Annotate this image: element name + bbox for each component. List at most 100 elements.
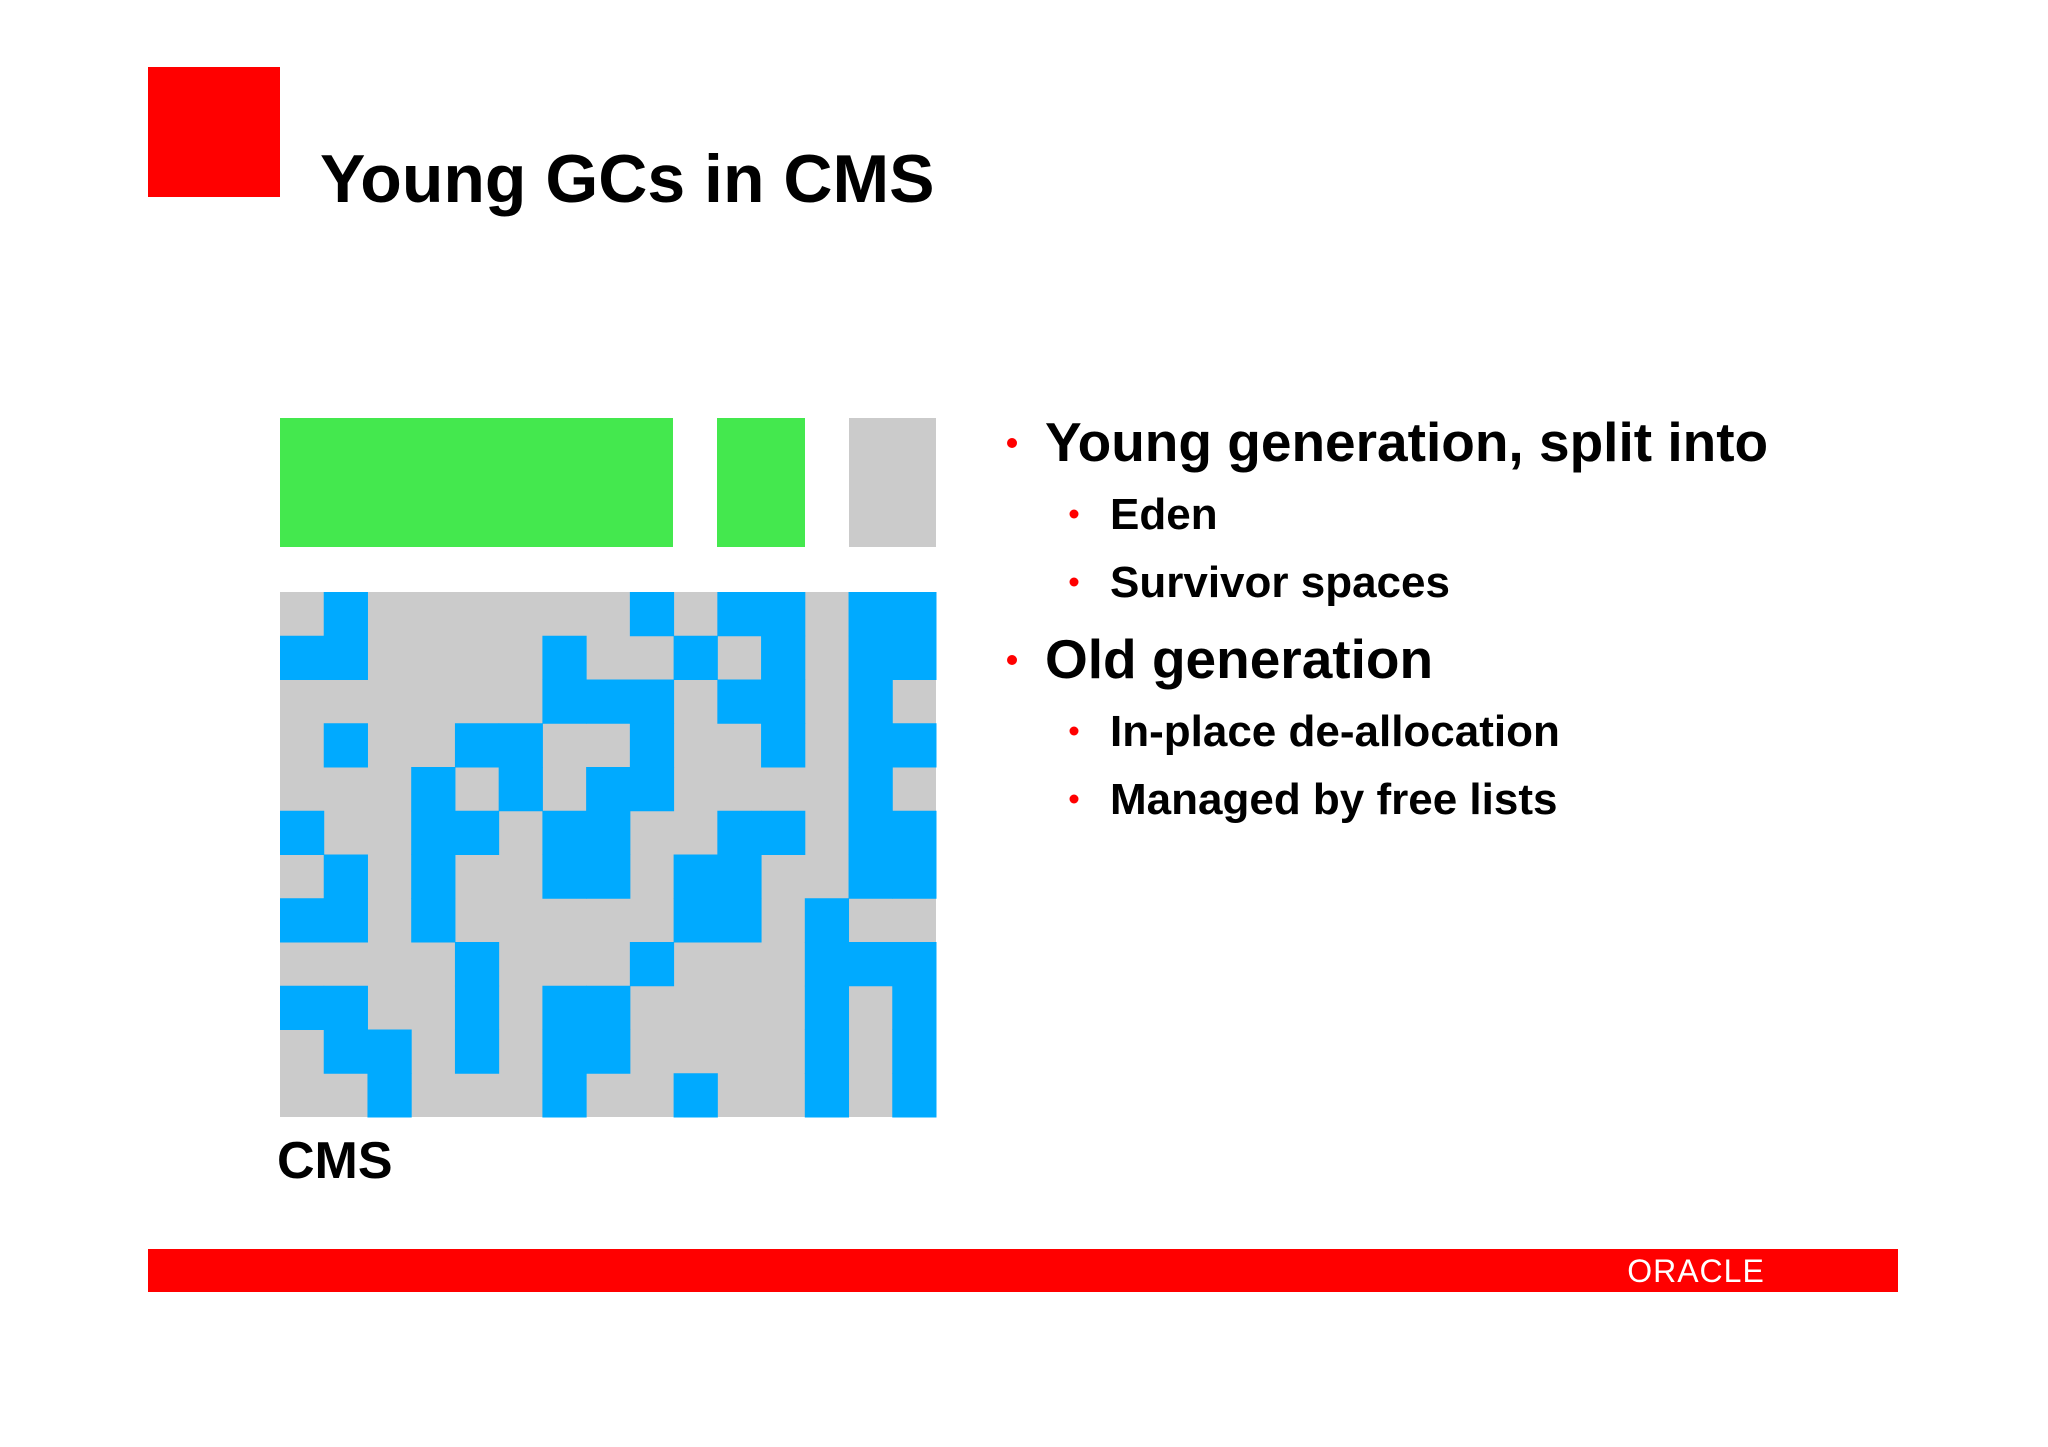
occupied-cell xyxy=(717,592,762,637)
occupied-cell xyxy=(804,985,850,1030)
occupied-cell xyxy=(586,985,631,1030)
bullet-text: Young generation, split into xyxy=(1045,411,1768,473)
occupied-cell xyxy=(586,1029,631,1074)
occupied-cell xyxy=(280,898,325,943)
occupied-cell xyxy=(804,1073,850,1118)
occupied-cell xyxy=(542,1029,587,1074)
old-generation-grid xyxy=(280,592,937,1118)
occupied-cell xyxy=(323,898,368,943)
bullet-list: Young generation, split into Eden Survivor… xyxy=(1007,411,1768,824)
occupied-cell xyxy=(323,985,368,1030)
occupied-cell xyxy=(498,723,543,768)
occupied-cell xyxy=(454,1029,500,1074)
occupied-cell xyxy=(629,592,675,637)
occupied-cell xyxy=(761,592,806,637)
occupied-cell xyxy=(586,679,631,724)
occupied-cell xyxy=(848,942,893,987)
occupied-cell xyxy=(804,942,850,987)
bullet-text: Old generation xyxy=(1045,628,1433,690)
title-accent xyxy=(148,67,280,197)
occupied-cell xyxy=(761,723,806,768)
occupied-cell xyxy=(761,810,806,855)
occupied-cell xyxy=(323,592,368,637)
occupied-cell xyxy=(454,985,500,1030)
occupied-cell xyxy=(892,592,937,637)
occupied-cell xyxy=(673,1073,718,1118)
bullet-dot xyxy=(1007,655,1017,665)
occupied-cell xyxy=(411,898,456,943)
eden-block xyxy=(280,418,673,547)
slide-title: Young GCs in CMS xyxy=(320,141,935,217)
occupied-cell xyxy=(629,679,675,724)
occupied-cell xyxy=(892,810,937,855)
occupied-cell xyxy=(323,723,368,768)
occupied-cell xyxy=(848,810,893,855)
occupied-cell xyxy=(848,635,893,680)
footer-bar xyxy=(148,1249,1898,1292)
occupied-cell xyxy=(717,810,762,855)
occupied-cell xyxy=(542,854,587,899)
occupied-cell xyxy=(542,679,587,724)
occupied-cell xyxy=(717,854,762,899)
occupied-cell xyxy=(892,1029,937,1074)
occupied-cell xyxy=(717,679,762,724)
occupied-cell xyxy=(454,723,500,768)
occupied-cell xyxy=(454,810,500,855)
occupied-cell xyxy=(411,767,456,812)
occupied-cell xyxy=(892,854,937,899)
occupied-cell xyxy=(542,810,587,855)
sub-bullet-text: Survivor spaces xyxy=(1110,558,1450,607)
occupied-cell xyxy=(848,854,893,899)
occupied-cell xyxy=(848,592,893,637)
occupied-cell xyxy=(804,1029,850,1074)
occupied-cell xyxy=(673,854,718,899)
occupied-cell xyxy=(892,1073,937,1118)
sub-bullet-text: Managed by free lists xyxy=(1110,775,1557,824)
sub-bullet-dot xyxy=(1069,577,1079,587)
occupied-cell xyxy=(761,635,806,680)
survivor-from-block xyxy=(717,418,805,547)
occupied-cell xyxy=(673,635,718,680)
occupied-cell xyxy=(848,767,893,812)
occupied-cell xyxy=(280,985,325,1030)
occupied-cell xyxy=(367,1029,412,1074)
occupied-cell xyxy=(717,898,762,943)
occupied-cell xyxy=(542,635,587,680)
survivor-to-block xyxy=(849,418,936,547)
occupied-cell xyxy=(542,985,587,1030)
occupied-cell xyxy=(586,810,631,855)
occupied-cell xyxy=(848,723,893,768)
occupied-cell xyxy=(323,854,368,899)
occupied-cell xyxy=(586,767,631,812)
occupied-cell xyxy=(280,810,325,855)
occupied-cell xyxy=(323,635,368,680)
sub-bullet-dot xyxy=(1069,794,1079,804)
occupied-cell xyxy=(367,1073,412,1118)
sub-bullet-dot xyxy=(1069,509,1079,519)
occupied-cell xyxy=(892,942,937,987)
sub-bullet-dot xyxy=(1069,726,1079,736)
occupied-cell xyxy=(848,679,893,724)
occupied-cell xyxy=(629,767,675,812)
sub-bullet-text: In-place de-allocation xyxy=(1110,707,1560,756)
occupied-cell xyxy=(804,898,850,943)
occupied-cell xyxy=(498,767,543,812)
occupied-cell xyxy=(892,635,937,680)
occupied-cell xyxy=(323,1029,368,1074)
occupied-cell xyxy=(454,942,500,987)
occupied-cell xyxy=(280,635,325,680)
occupied-cell xyxy=(411,810,456,855)
diagram-label: CMS xyxy=(277,1132,393,1190)
occupied-cell xyxy=(542,1073,587,1118)
bullet-dot xyxy=(1007,438,1017,448)
occupied-cell xyxy=(629,723,675,768)
occupied-cell xyxy=(892,985,937,1030)
occupied-cell xyxy=(673,898,718,943)
sub-bullet-text: Eden xyxy=(1110,490,1218,539)
occupied-cell xyxy=(411,854,456,899)
occupied-cell xyxy=(761,679,806,724)
occupied-cell xyxy=(586,854,631,899)
footer-logo: ORACLE xyxy=(1627,1253,1765,1289)
